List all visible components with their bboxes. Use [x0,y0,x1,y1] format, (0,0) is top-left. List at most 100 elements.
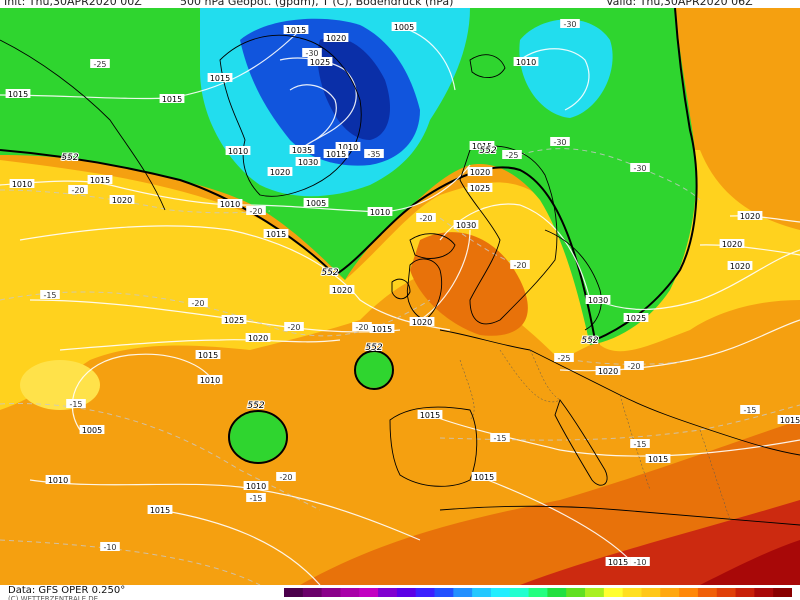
geopotential-552-ring-1 [354,350,394,390]
isobar-label-text: 1015 [286,26,306,35]
isobar-label-text: 1010 [48,476,68,485]
isobar-label-text: 1015 [198,351,218,360]
temperature-label: -15 [246,493,266,503]
isobar-label: 1015 [471,472,497,482]
isobar-label-text: 1005 [394,23,414,32]
valid-time-text: Valid: Thu,30APR2020 06Z [606,0,753,8]
legend-swatch [679,588,699,597]
temperature-label: -15 [490,433,510,443]
isobar-label-text: 1020 [740,212,760,221]
isobar-label: 1020 [737,211,763,221]
isobar-label: 1005 [391,22,417,32]
isobar-label: 1010 [243,481,269,491]
geopotential-label: 552 [581,336,598,346]
arctic-islands [469,54,506,78]
isobar-label-text: 1015 [326,150,346,159]
legend-swatch [603,588,624,597]
legend-swatch [547,588,567,597]
temperature-label-text: -20 [71,186,84,195]
temperature-label-text: -20 [287,323,300,332]
isobar-label-text: 1015 [648,455,668,464]
isobar-label: 1015 [323,149,349,159]
isobar-label-text: 1020 [730,262,750,271]
legend-swatch [735,588,755,597]
legend-swatch [396,588,417,597]
isobar-label: 1010 [217,199,243,209]
isobar-label: 1010 [9,179,35,189]
legend-swatch [472,588,492,597]
temperature-label-text: -10 [633,558,646,567]
temperature-label: -20 [276,472,296,482]
isobar-label: 1010 [225,146,251,156]
temperature-label-text: -20 [513,261,526,270]
isobar-label: 1015 [469,141,495,151]
isobar-label: 1020 [595,366,621,376]
isobar-label: 1020 [109,195,135,205]
temperature-label-text: -35 [367,150,380,159]
isobar-label: 1025 [623,313,649,323]
legend-swatch [321,588,341,597]
temperature-label: -20 [352,322,372,332]
geopotential-label: 552 [479,146,496,156]
isobar-label: 1015 [369,324,395,334]
legend-swatch [697,588,718,597]
isobar-label-text: 1020 [470,168,490,177]
geopotential-label: 552 [61,153,78,163]
temperature-label: -20 [624,361,644,371]
isobar-label: 1035 [289,145,315,155]
isobars [0,26,800,585]
isobar-label: 1015 [147,505,173,515]
isobar-label: 1005 [79,425,105,435]
isobar-label: 1010 [197,375,223,385]
isobar-label: 1015 [645,454,671,464]
coastlines [0,34,800,526]
legend-swatch [378,588,398,597]
copyright-text: (C) WETTERZENTRALE.DE [8,595,99,600]
isobar-label-text: 1010 [12,180,32,189]
britain-coast [406,258,443,321]
isobar-label: 1020 [323,33,349,43]
isobar-label: 1010 [45,475,71,485]
isobar-label-text: 1015 [608,558,628,567]
isobar-label: 1015 [159,94,185,104]
isobar-label-text: 1010 [220,200,240,209]
isobar-label-text: 1015 [474,473,494,482]
isobar-label-text: 1020 [722,240,742,249]
temperature-label-text: -20 [419,214,432,223]
temperature-label-text: -15 [493,434,506,443]
isobar-label-text: 1020 [112,196,132,205]
temperature-field-cyan-ne [519,19,613,118]
isobar-label-text: 1010 [246,482,266,491]
isobar-label: 1020 [329,285,355,295]
isobar-label: 1025 [221,315,247,325]
temperature-label: -15 [630,439,650,449]
isobar-label: 1030 [453,220,479,230]
temperature-label-text: -15 [743,406,756,415]
isobar-label: 1015 [207,73,233,83]
temperature-label: -35 [364,149,384,159]
geopotential-label: 552 [321,268,338,278]
cutoff-low-green-1 [356,352,392,388]
temperature-label: -20 [510,260,530,270]
legend-swatch [754,588,774,597]
legend-swatch [302,588,323,597]
temperature-label-text: -25 [505,151,518,160]
isobar-labels: 1015 1020 1005 1025 1015 1015 1015 1010 1010 1035… [5,22,800,567]
country-borders [459,349,731,521]
temperature-label: -15 [740,405,760,415]
isobar-label-text: 1020 [248,334,268,343]
iceland-coast [409,233,456,259]
geopotential-552-ring-2 [228,410,288,464]
temperature-label-text: -15 [633,440,646,449]
temperature-label: -25 [90,59,110,69]
iberia-coast [389,406,478,487]
isobar-label-text: 1020 [332,286,352,295]
temperature-label-text: -20 [249,207,262,216]
isobar-label-text: 1035 [292,146,312,155]
isobar-label-text: 1020 [598,367,618,376]
isobar-label-text: 1015 [780,416,800,425]
temperature-label-text: -15 [69,400,82,409]
isobar-label-text: 1025 [470,184,490,193]
mainland-europe-coast [439,329,800,456]
isobar-label-text: 1025 [224,316,244,325]
